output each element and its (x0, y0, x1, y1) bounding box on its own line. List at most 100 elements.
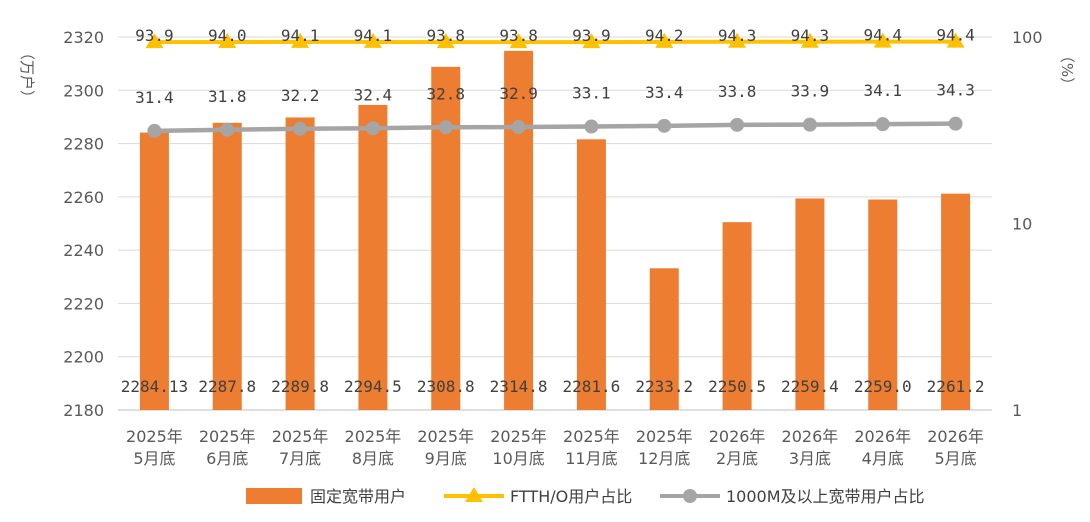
bar (795, 198, 825, 410)
gigabit-point-circle-icon (657, 118, 672, 133)
gigabit-data-label: 34.1 (863, 81, 902, 100)
bar (504, 50, 534, 411)
x-tick-label: 2025年 6月底 (199, 427, 256, 468)
bar-series (139, 50, 971, 411)
gigabit-data-label: 33.9 (791, 82, 830, 101)
legend-swatch-fixed-broadband (246, 488, 302, 504)
x-tick-label-month: 11月底 (565, 449, 617, 468)
ftth-point-triangle-icon (218, 33, 237, 49)
bar (722, 222, 752, 410)
gigabit-point-circle-icon (730, 117, 745, 132)
ftth-data-label: 94.1 (354, 26, 393, 45)
y-left-tick-label: 2180 (63, 401, 104, 420)
gigabit-point-circle-icon (511, 120, 526, 135)
gigabit-data-label: 32.9 (499, 84, 538, 103)
bar (868, 199, 898, 410)
bar (576, 139, 606, 410)
x-tick-label: 2025年 10月底 (490, 427, 547, 468)
ftth-data-label: 93.9 (572, 26, 611, 45)
bar-data-label: 2289.8 (271, 377, 329, 396)
y-axis-left-label: （万户） (18, 45, 36, 105)
ftth-point-triangle-icon (509, 33, 528, 49)
bar-data-label: 2314.8 (490, 377, 548, 396)
ftth-data-label: 94.4 (936, 26, 975, 45)
gigabit-data-label: 33.4 (645, 83, 684, 102)
x-tick-label-month: 5月底 (133, 449, 175, 468)
ftth-data-label: 94.4 (863, 26, 902, 45)
x-tick-label: 2025年 11月底 (563, 427, 620, 468)
ftth-data-label: 94.3 (718, 26, 757, 45)
gigabit-data-label: 31.8 (208, 87, 247, 106)
legend-label-fixed-broadband: 固定宽带用户 (310, 487, 406, 506)
x-tick-label-year: 2025年 (199, 427, 256, 446)
ftth-point-triangle-icon (291, 32, 310, 48)
x-tick-label: 2025年 7月底 (272, 427, 329, 468)
bar (285, 117, 315, 410)
x-tick-label-month: 5月底 (934, 449, 976, 468)
legend-marker-circle-icon (683, 489, 697, 503)
bar-data-label: 2250.5 (708, 377, 766, 396)
y-left-tick-label: 2320 (63, 28, 104, 47)
bar (212, 122, 242, 410)
legend-marker-triangle-icon (465, 487, 483, 502)
ftth-point-triangle-icon (655, 32, 674, 48)
bar-data-label: 2284.13 (121, 377, 188, 396)
bar-data-label: 2294.5 (344, 377, 402, 396)
ftth-point-triangle-icon (145, 33, 164, 49)
ftth-data-label: 94.3 (791, 26, 830, 45)
axes: （万户） （%） 2180 2200 2220 2240 2260 2280 2300 232… (18, 28, 1076, 468)
x-tick-label-year: 2026年 (854, 427, 911, 446)
x-tick-label-year: 2026年 (709, 427, 766, 446)
bar-data-label: 2287.8 (198, 377, 256, 396)
legend-label-1000m: 1000M及以上宽带用户占比 (726, 487, 925, 506)
y-left-tick-label: 2280 (63, 135, 104, 154)
y-right-tick-label: 100 (1012, 28, 1043, 47)
gridlines (118, 36, 992, 411)
gigabit-data-label: 34.3 (936, 81, 975, 100)
x-tick-label-year: 2025年 (126, 427, 183, 446)
x-tick-label: 2026年 4月底 (854, 427, 911, 468)
y-left-tick-label: 2240 (63, 241, 104, 260)
gigabit-point-circle-icon (147, 123, 162, 138)
bar-data-label: 2261.2 (927, 377, 985, 396)
gigabit-data-label: 32.2 (281, 86, 320, 105)
gigabit-data-label: 32.8 (426, 84, 465, 103)
ftth-data-label: 93.9 (135, 26, 174, 45)
x-tick-label-year: 2025年 (563, 427, 620, 446)
x-tick-label-month: 9月底 (425, 449, 467, 468)
ftth-data-label: 93.8 (499, 26, 538, 45)
ftth-data-label: 94.1 (281, 26, 320, 45)
data-labels: 2284.13 2287.8 2289.8 2294.5 2308.8 2314.8 228… (121, 26, 985, 396)
y-left-tick-label: 2220 (63, 294, 104, 313)
ftth-line (154, 39, 956, 45)
gigabit-data-label: 33.8 (718, 82, 757, 101)
x-tick-label-year: 2025年 (345, 427, 402, 446)
bar-data-label: 2259.0 (854, 377, 912, 396)
ftth-data-label: 94.2 (645, 26, 684, 45)
bar-data-label: 2281.6 (563, 377, 621, 396)
x-tick-label-month: 10月底 (492, 449, 544, 468)
y-axis-right-label: （%） (1058, 48, 1076, 92)
ftth-point-triangle-icon (800, 32, 819, 48)
gigabit-data-label: 33.1 (572, 84, 611, 103)
line-series (145, 32, 965, 138)
x-tick-label-year: 2025年 (272, 427, 329, 446)
legend: 固定宽带用户 FTTH/O用户占比 1000M及以上宽带用户占比 (246, 487, 925, 506)
gigabit-point-circle-icon (220, 122, 235, 137)
bar-data-label: 2308.8 (417, 377, 475, 396)
gigabit-point-circle-icon (948, 116, 963, 131)
ftth-point-triangle-icon (946, 32, 965, 48)
gigabit-data-label: 31.4 (135, 88, 174, 107)
x-tick-label-year: 2025年 (417, 427, 474, 446)
ftth-point-triangle-icon (728, 32, 747, 48)
x-tick-label-month: 8月底 (352, 449, 394, 468)
gigabit-point-circle-icon (293, 121, 308, 136)
bar (139, 132, 169, 410)
y-left-tick-label: 2200 (63, 348, 104, 367)
gigabit-point-circle-icon (584, 119, 599, 134)
x-tick-label-month: 4月底 (862, 449, 904, 468)
x-tick-label-month: 2月底 (716, 449, 758, 468)
ftth-point-triangle-icon (363, 32, 382, 48)
